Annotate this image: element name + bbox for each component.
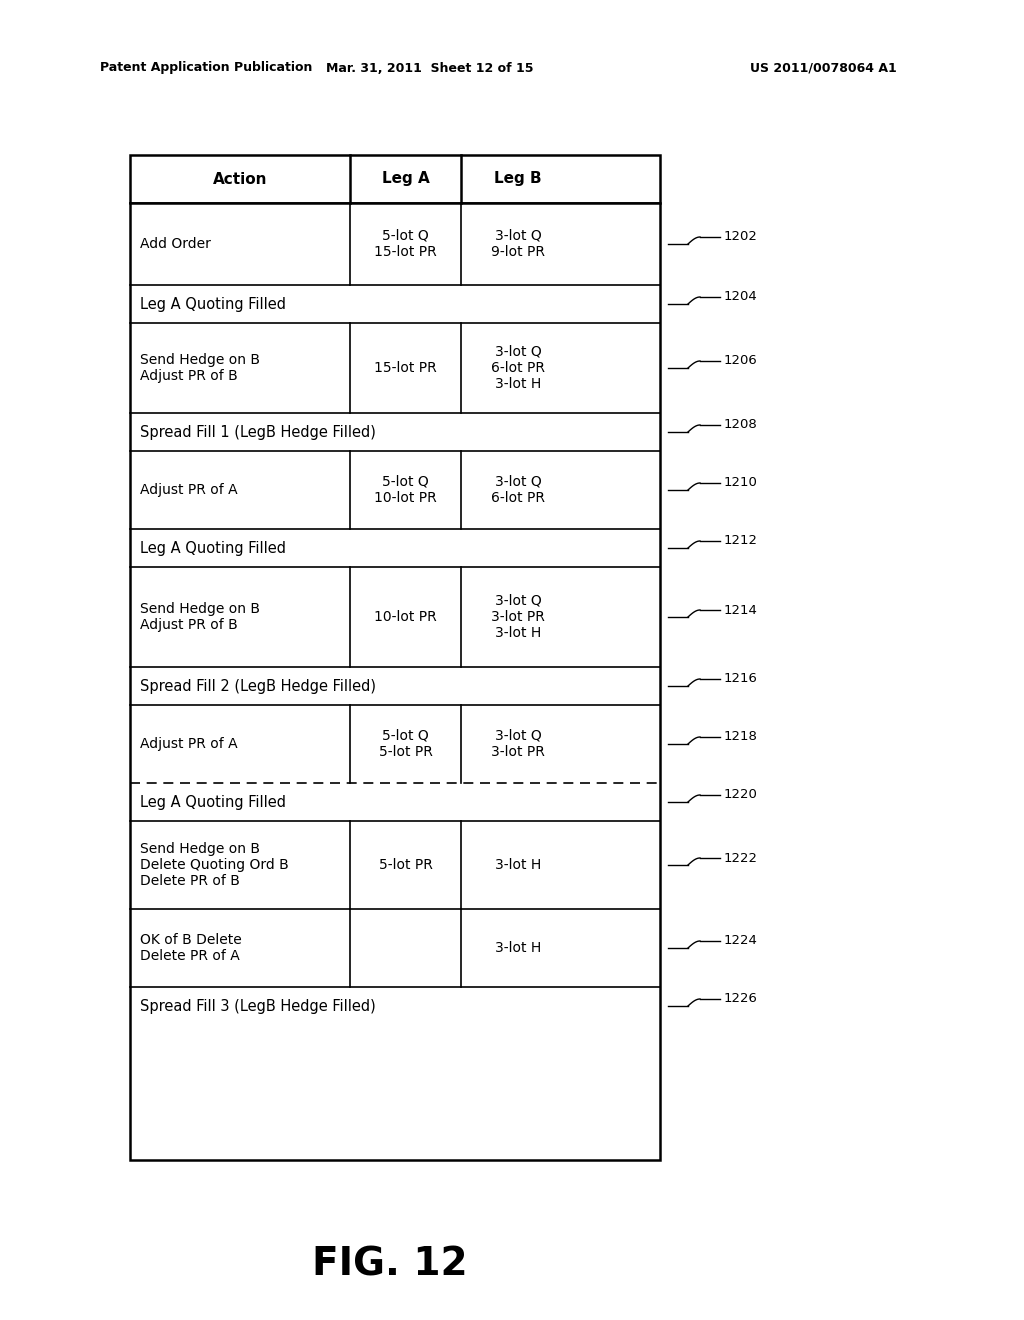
Text: Send Hedge on B
Adjust PR of B: Send Hedge on B Adjust PR of B	[140, 352, 260, 383]
Text: Leg A Quoting Filled: Leg A Quoting Filled	[140, 540, 286, 556]
Text: 5-lot Q
15-lot PR: 5-lot Q 15-lot PR	[374, 228, 437, 259]
Text: 3-lot H: 3-lot H	[495, 858, 542, 873]
Text: 1222: 1222	[724, 851, 758, 865]
Text: Send Hedge on B
Delete Quoting Ord B
Delete PR of B: Send Hedge on B Delete Quoting Ord B Del…	[140, 842, 289, 888]
Text: 3-lot Q
9-lot PR: 3-lot Q 9-lot PR	[492, 228, 545, 259]
Text: 1224: 1224	[724, 935, 758, 948]
Text: 1212: 1212	[724, 535, 758, 548]
Text: US 2011/0078064 A1: US 2011/0078064 A1	[750, 62, 897, 74]
Text: Spread Fill 2 (LegB Hedge Filled): Spread Fill 2 (LegB Hedge Filled)	[140, 678, 376, 693]
Text: 15-lot PR: 15-lot PR	[374, 360, 437, 375]
Text: 1206: 1206	[724, 355, 758, 367]
Text: 5-lot Q
10-lot PR: 5-lot Q 10-lot PR	[374, 475, 437, 506]
Text: OK of B Delete
Delete PR of A: OK of B Delete Delete PR of A	[140, 933, 242, 964]
Text: Leg A Quoting Filled: Leg A Quoting Filled	[140, 297, 286, 312]
Text: Leg A Quoting Filled: Leg A Quoting Filled	[140, 795, 286, 809]
Text: 1214: 1214	[724, 603, 758, 616]
Text: Patent Application Publication: Patent Application Publication	[100, 62, 312, 74]
Text: Spread Fill 1 (LegB Hedge Filled): Spread Fill 1 (LegB Hedge Filled)	[140, 425, 376, 440]
Text: 5-lot Q
5-lot PR: 5-lot Q 5-lot PR	[379, 729, 432, 759]
Bar	[130, 154, 660, 1160]
Text: 3-lot Q
3-lot PR
3-lot H: 3-lot Q 3-lot PR 3-lot H	[492, 594, 545, 640]
Text: 5-lot PR: 5-lot PR	[379, 858, 432, 873]
Text: Action: Action	[213, 172, 267, 186]
Text: 3-lot Q
6-lot PR
3-lot H: 3-lot Q 6-lot PR 3-lot H	[492, 345, 545, 391]
Text: 1216: 1216	[724, 672, 758, 685]
Text: Spread Fill 3 (LegB Hedge Filled): Spread Fill 3 (LegB Hedge Filled)	[140, 998, 376, 1014]
Text: Send Hedge on B
Adjust PR of B: Send Hedge on B Adjust PR of B	[140, 602, 260, 632]
Text: Leg A: Leg A	[382, 172, 429, 186]
Text: 1208: 1208	[724, 418, 758, 432]
Text: 3-lot Q
6-lot PR: 3-lot Q 6-lot PR	[492, 475, 545, 506]
Text: Mar. 31, 2011  Sheet 12 of 15: Mar. 31, 2011 Sheet 12 of 15	[327, 62, 534, 74]
Text: 1218: 1218	[724, 730, 758, 743]
Text: 1226: 1226	[724, 993, 758, 1006]
Text: Add Order: Add Order	[140, 238, 211, 251]
Text: 1204: 1204	[724, 290, 758, 304]
Text: 3-lot Q
3-lot PR: 3-lot Q 3-lot PR	[492, 729, 545, 759]
Text: 1202: 1202	[724, 231, 758, 243]
Text: 10-lot PR: 10-lot PR	[374, 610, 437, 624]
Text: Leg B: Leg B	[495, 172, 542, 186]
Text: FIG. 12: FIG. 12	[312, 1246, 468, 1284]
Text: 1210: 1210	[724, 477, 758, 490]
Text: 1220: 1220	[724, 788, 758, 801]
Text: Adjust PR of A: Adjust PR of A	[140, 483, 238, 498]
Text: Adjust PR of A: Adjust PR of A	[140, 737, 238, 751]
Text: 3-lot H: 3-lot H	[495, 941, 542, 954]
